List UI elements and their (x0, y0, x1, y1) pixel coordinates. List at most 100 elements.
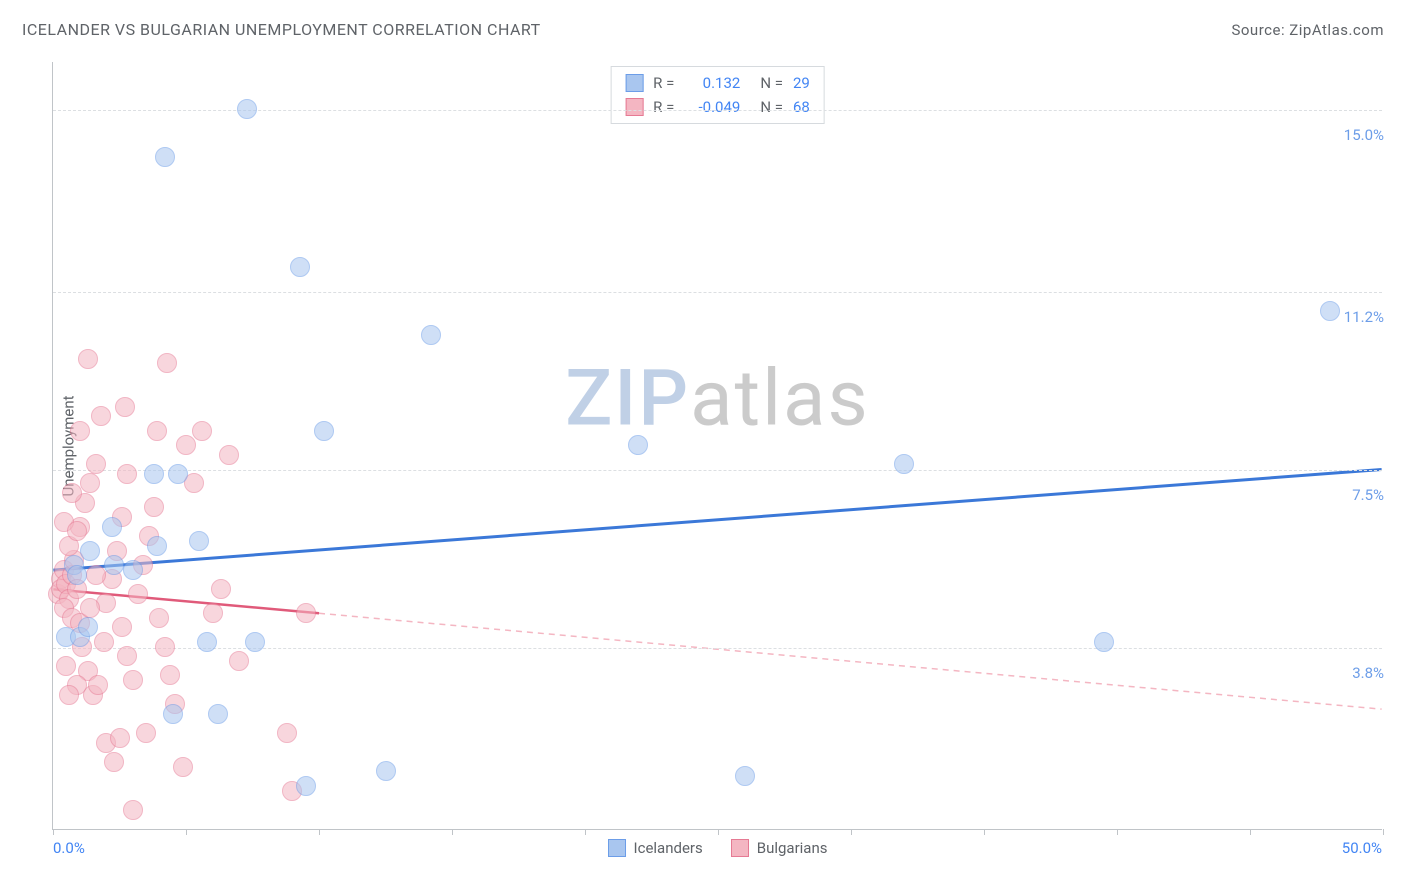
trend-line (319, 613, 1382, 709)
scatter-marker (62, 483, 82, 503)
scatter-marker (189, 531, 209, 551)
legend-series: Icelanders Bulgarians (608, 839, 828, 857)
scatter-marker (219, 445, 239, 465)
scatter-marker (80, 473, 100, 493)
scatter-marker (208, 704, 228, 724)
scatter-marker (290, 257, 310, 277)
scatter-marker (78, 617, 98, 637)
scatter-marker (192, 421, 212, 441)
x-axis-start-label: 0.0% (53, 839, 85, 857)
swatch-bulgarians-icon (731, 839, 749, 857)
scatter-marker (735, 766, 755, 786)
scatter-marker (163, 704, 183, 724)
scatter-marker (157, 353, 177, 373)
x-tick (585, 829, 586, 835)
title-bar: ICELANDER VS BULGARIAN UNEMPLOYMENT CORR… (22, 20, 1384, 39)
y-tick-label: 15.0% (1344, 126, 1384, 144)
scatter-marker (237, 99, 257, 119)
x-tick (186, 829, 187, 835)
scatter-marker (245, 632, 265, 652)
x-axis-end-label: 50.0% (1342, 839, 1382, 857)
scatter-marker (78, 349, 98, 369)
scatter-marker (59, 685, 79, 705)
scatter-marker (277, 723, 297, 743)
x-tick (53, 829, 54, 835)
scatter-marker (104, 752, 124, 772)
x-tick (718, 829, 719, 835)
scatter-marker (147, 421, 167, 441)
scatter-marker (94, 632, 114, 652)
scatter-marker (155, 637, 175, 657)
x-tick (851, 829, 852, 835)
scatter-marker (123, 670, 143, 690)
scatter-marker (80, 541, 100, 561)
scatter-marker (1094, 632, 1114, 652)
x-tick (452, 829, 453, 835)
y-tick-label: 11.2% (1344, 308, 1384, 326)
scatter-marker (314, 421, 334, 441)
scatter-marker (160, 665, 180, 685)
scatter-marker (229, 651, 249, 671)
r-key: R = (653, 95, 674, 119)
gridline (53, 292, 1382, 293)
x-tick (984, 829, 985, 835)
scatter-marker (296, 603, 316, 623)
scatter-marker (149, 608, 169, 628)
legend-label: Icelanders (634, 839, 703, 857)
scatter-marker (112, 617, 132, 637)
scatter-marker (70, 421, 90, 441)
gridline (53, 470, 1382, 471)
scatter-marker (117, 646, 137, 666)
x-tick (1383, 829, 1384, 835)
scatter-marker (115, 397, 135, 417)
n-value: 68 (793, 95, 810, 119)
source-attribution: Source: ZipAtlas.com (1231, 21, 1384, 39)
scatter-marker (894, 454, 914, 474)
scatter-marker (176, 435, 196, 455)
scatter-marker (91, 406, 111, 426)
n-key: N = (760, 71, 783, 95)
legend-stats-row-bulgarians: R = -0.049 N = 68 (625, 95, 810, 119)
r-value: 0.132 (684, 71, 740, 95)
scatter-marker (67, 521, 87, 541)
scatter-marker (197, 632, 217, 652)
legend-item-icelanders: Icelanders (608, 839, 703, 857)
scatter-marker (628, 435, 648, 455)
scatter-marker (203, 603, 223, 623)
scatter-marker (144, 464, 164, 484)
scatter-marker (144, 497, 164, 517)
scatter-marker (421, 325, 441, 345)
x-tick (1117, 829, 1118, 835)
scatter-marker (117, 464, 137, 484)
legend-stats: R = 0.132 N = 29 R = -0.049 N = 68 (610, 66, 825, 124)
scatter-marker (136, 723, 156, 743)
y-tick-label: 7.5% (1352, 486, 1384, 504)
scatter-marker (104, 555, 124, 575)
scatter-marker (110, 728, 130, 748)
scatter-marker (296, 776, 316, 796)
chart-title: ICELANDER VS BULGARIAN UNEMPLOYMENT CORR… (22, 20, 541, 39)
swatch-bulgarians-icon (625, 98, 643, 116)
legend-stats-row-icelanders: R = 0.132 N = 29 (625, 71, 810, 95)
r-value: -0.049 (684, 95, 740, 119)
n-value: 29 (793, 71, 810, 95)
y-tick-label: 3.8% (1352, 664, 1384, 682)
legend-item-bulgarians: Bulgarians (731, 839, 828, 857)
scatter-marker (147, 536, 167, 556)
scatter-marker (123, 800, 143, 820)
scatter-marker (128, 584, 148, 604)
n-key: N = (760, 95, 783, 119)
legend-label: Bulgarians (757, 839, 828, 857)
scatter-marker (155, 147, 175, 167)
scatter-marker (67, 565, 87, 585)
swatch-icelanders-icon (608, 839, 626, 857)
scatter-marker (56, 656, 76, 676)
r-key: R = (653, 71, 674, 95)
scatter-marker (211, 579, 231, 599)
trend-lines-svg (53, 62, 1382, 829)
x-tick (1250, 829, 1251, 835)
scatter-marker (86, 565, 106, 585)
scatter-marker (1320, 301, 1340, 321)
scatter-marker (80, 598, 100, 618)
x-tick (319, 829, 320, 835)
